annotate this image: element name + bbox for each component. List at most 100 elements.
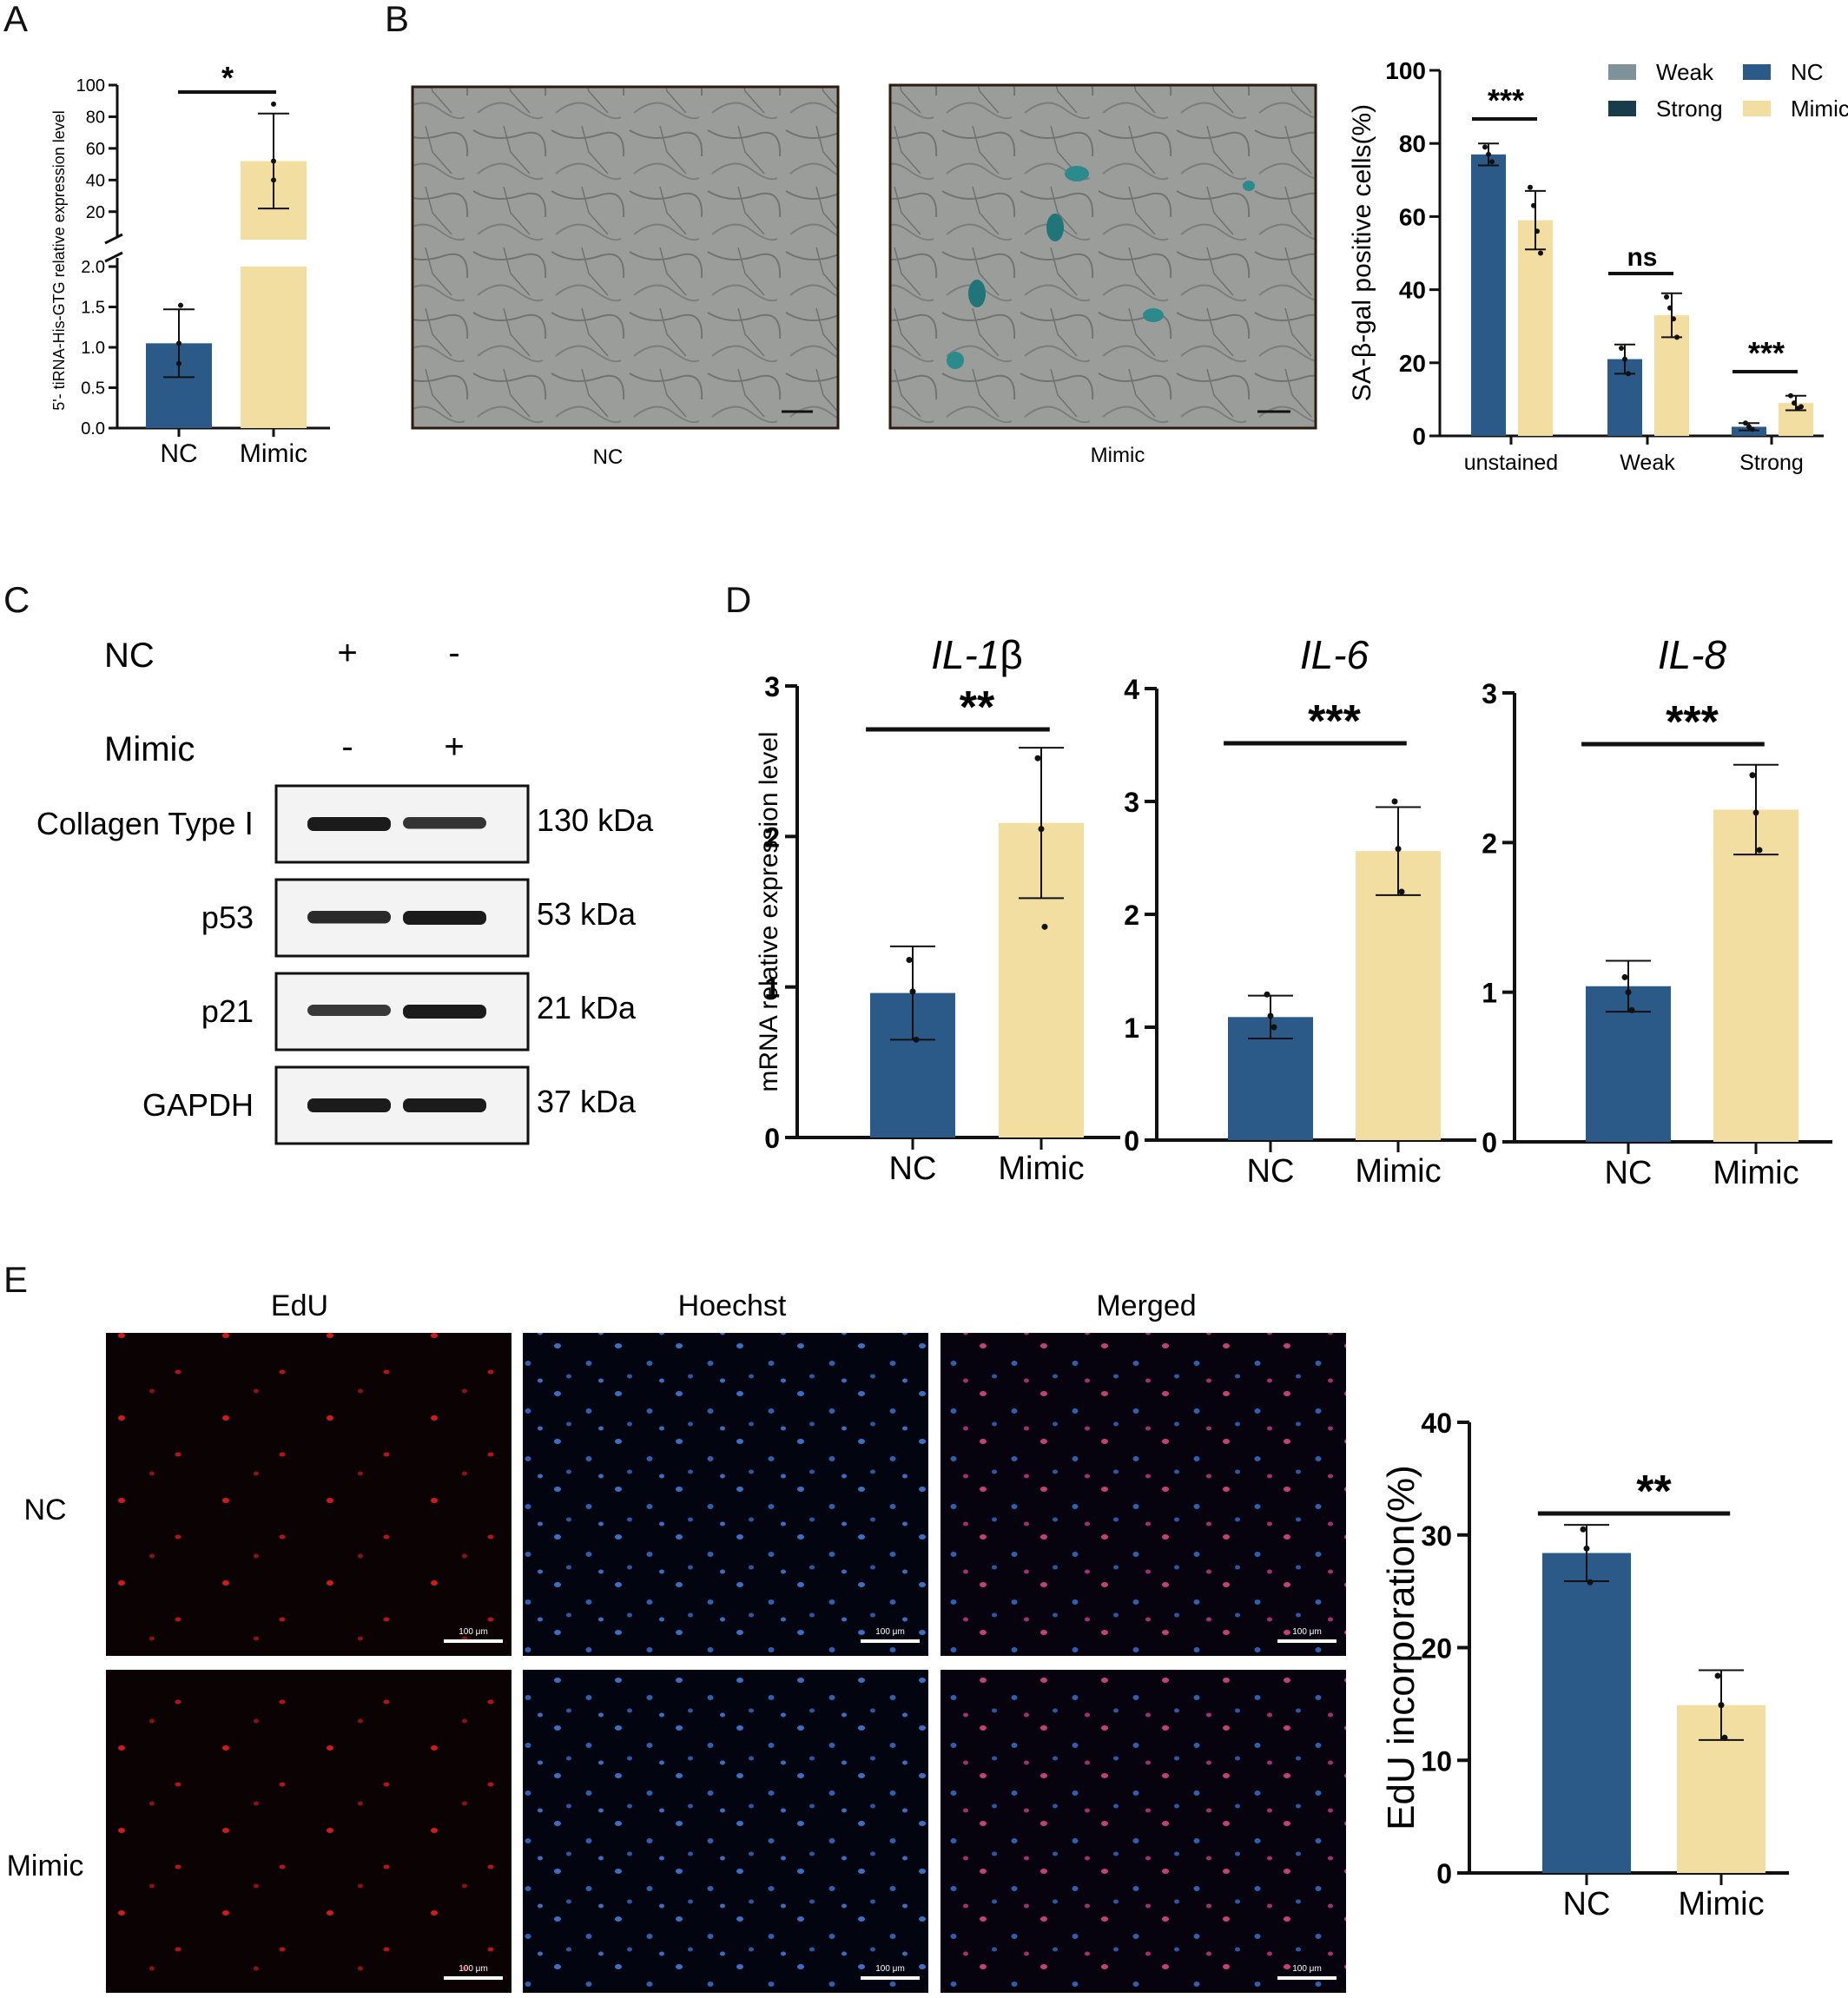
protein-label: p53 bbox=[201, 900, 254, 935]
blot-band bbox=[403, 911, 486, 925]
data-point bbox=[1622, 356, 1627, 362]
data-point bbox=[1528, 184, 1533, 190]
chart-title-text: IL-1 bbox=[931, 632, 1000, 677]
data-point bbox=[1750, 426, 1755, 432]
data-point bbox=[1626, 371, 1631, 377]
data-point bbox=[1489, 159, 1495, 165]
row-label-mimic: Mimic bbox=[104, 730, 195, 768]
sign-mimic-lane2: + bbox=[444, 728, 464, 766]
blot-band bbox=[307, 1005, 391, 1016]
y-axis-label: 5'- tiRNA-His-GTG relative expression le… bbox=[50, 110, 68, 411]
axis-break bbox=[104, 233, 123, 245]
legend-swatch bbox=[1608, 64, 1636, 80]
data-point bbox=[909, 988, 916, 995]
x-tick-label: NC bbox=[160, 439, 197, 468]
blot-band bbox=[403, 1005, 486, 1019]
bar-mimic bbox=[1713, 809, 1798, 1142]
x-tick-label: NC bbox=[889, 1151, 937, 1187]
panel-letter-c: C bbox=[3, 579, 30, 620]
data-point bbox=[1267, 1012, 1274, 1019]
x-tick-label: Mimic bbox=[240, 439, 307, 468]
data-point bbox=[1743, 420, 1748, 426]
blot-band bbox=[307, 911, 391, 924]
data-point bbox=[1580, 1526, 1587, 1533]
x-tick-label: NC bbox=[1605, 1155, 1653, 1191]
y-tick-label: 40 bbox=[86, 171, 105, 190]
data-point bbox=[1718, 1702, 1725, 1709]
y-axis-label: EdU incorporation(%) bbox=[1380, 1465, 1422, 1830]
chart-title: IL-1β bbox=[931, 632, 1023, 677]
data-point bbox=[1587, 1579, 1594, 1586]
bar-nc bbox=[1471, 154, 1506, 436]
micrograph-nc bbox=[411, 85, 840, 430]
significance-label: *** bbox=[1488, 82, 1524, 118]
scale-bar-label: 100 μm bbox=[459, 1627, 488, 1637]
significance-label: ns bbox=[1627, 243, 1657, 272]
sign-mimic-lane1: - bbox=[341, 728, 353, 766]
y-tick-label: 0.0 bbox=[81, 419, 105, 439]
data-point bbox=[1752, 809, 1759, 816]
micrograph-mimic bbox=[888, 83, 1317, 430]
row-label-mimic: Mimic bbox=[7, 1850, 84, 1883]
chart-title-suffix: β bbox=[1000, 632, 1022, 677]
y-tick-label: 3 bbox=[1482, 678, 1497, 709]
x-tick-label: Mimic bbox=[1713, 1155, 1798, 1191]
data-point bbox=[1583, 1545, 1590, 1552]
data-point bbox=[913, 1036, 920, 1043]
legend-label: Weak bbox=[1656, 59, 1714, 85]
y-tick-label: 1 bbox=[1482, 978, 1497, 1009]
y-tick-label: 80 bbox=[86, 108, 105, 127]
data-point bbox=[1674, 334, 1680, 340]
x-tick-label: Mimic bbox=[1678, 1886, 1764, 1922]
legend-swatch bbox=[1743, 101, 1771, 116]
stained-cell bbox=[1243, 181, 1255, 191]
sign-nc-lane1: + bbox=[337, 634, 357, 672]
bar-nc bbox=[1732, 426, 1766, 436]
x-tick-label: Weak bbox=[1620, 451, 1675, 475]
bar-mimic bbox=[1356, 851, 1441, 1140]
significance-label: * bbox=[221, 60, 234, 96]
sign-nc-lane2: - bbox=[448, 634, 459, 672]
y-tick-label: 60 bbox=[86, 140, 105, 159]
x-tick-label: unstained bbox=[1464, 451, 1558, 475]
y-tick-label: 40 bbox=[1399, 277, 1426, 304]
fluorescence-grid: EdU Hoechst Merged NC Mimic 100 μm 100 μm… bbox=[7, 1289, 1346, 1993]
y-axis-label: SA-β-gal positive cells(%) bbox=[1348, 104, 1376, 401]
legend-label: Mimic bbox=[1791, 96, 1848, 122]
y-tick-label: 0 bbox=[1124, 1125, 1139, 1157]
protein-size-label: 130 kDa bbox=[537, 802, 654, 838]
x-tick-label: NC bbox=[1563, 1886, 1611, 1922]
panel-letter-e: E bbox=[3, 1259, 28, 1300]
panel-letter-a: A bbox=[3, 0, 28, 39]
protein-label: p21 bbox=[201, 993, 254, 1029]
data-point bbox=[1721, 1734, 1728, 1741]
data-point bbox=[1038, 826, 1045, 833]
x-tick-label: Strong bbox=[1739, 451, 1804, 475]
data-point bbox=[1667, 305, 1673, 311]
legend: Weak NC Strong Mimic bbox=[1608, 59, 1848, 122]
image-merged-nc bbox=[940, 1333, 1346, 1656]
data-point bbox=[271, 101, 276, 107]
y-axis-label: mRNA relative expression level bbox=[755, 731, 783, 1091]
chart-title-text: IL-8 bbox=[1658, 632, 1727, 677]
stained-cell bbox=[968, 280, 986, 307]
data-point bbox=[1714, 1672, 1721, 1679]
y-tick-label: 30 bbox=[1421, 1520, 1452, 1552]
data-point bbox=[1628, 1006, 1635, 1013]
western-blot: NC Mimic + - - + Collagen Type Ⅰ 130 kDa p… bbox=[36, 634, 654, 1145]
x-tick-label: Mimic bbox=[998, 1151, 1084, 1187]
y-tick-label: 100 bbox=[76, 76, 105, 96]
blot-band bbox=[307, 1098, 391, 1112]
chart-d1: 0 1 2 3 NC Mimic ** IL-1β mRNA relative expressi… bbox=[755, 632, 1120, 1187]
protein-size-label: 53 kDa bbox=[537, 896, 637, 932]
y-tick-label: 1 bbox=[1124, 1012, 1139, 1044]
y-tick-label: 0 bbox=[1482, 1127, 1497, 1158]
y-tick-label: 100 bbox=[1385, 57, 1426, 84]
significance-label: *** bbox=[1748, 335, 1785, 371]
data-point bbox=[1531, 202, 1536, 208]
chart-a: 0.0 0.5 1.0 1.5 2.0 20 40 60 80 100 NC Mimic * 5'- ti… bbox=[50, 60, 330, 468]
row-label-nc: NC bbox=[23, 1494, 66, 1527]
bar-nc bbox=[1542, 1553, 1631, 1873]
y-tick-label: 10 bbox=[1421, 1745, 1452, 1777]
